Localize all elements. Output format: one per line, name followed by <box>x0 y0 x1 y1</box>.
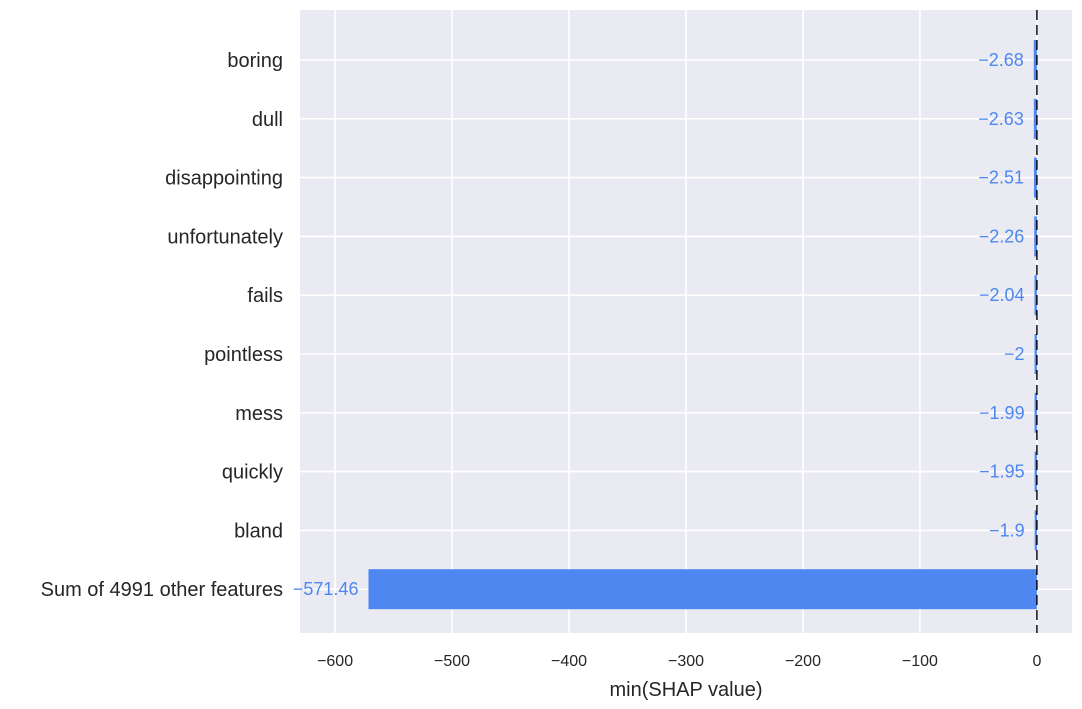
bar <box>1033 98 1037 139</box>
category-label: disappointing <box>165 168 283 190</box>
value-label: −2 <box>1004 344 1025 364</box>
x-axis-title: min(SHAP value) <box>609 679 762 701</box>
value-label: −1.99 <box>979 403 1025 423</box>
grid-lines <box>300 10 1072 633</box>
x-tick-label: −300 <box>668 653 704 670</box>
category-label: Sum of 4991 other features <box>41 579 283 601</box>
bar <box>368 569 1037 610</box>
bar <box>1033 157 1037 198</box>
category-label: quickly <box>222 462 283 484</box>
bar <box>1034 334 1037 374</box>
category-label: fails <box>247 285 283 307</box>
category-label: mess <box>235 403 283 425</box>
bar <box>1034 392 1037 433</box>
bars <box>368 40 1037 610</box>
value-label: −2.04 <box>979 285 1025 305</box>
x-tick-label: −200 <box>785 653 821 670</box>
value-label: −2.68 <box>978 50 1024 70</box>
value-labels: −2.68 −2.63 −2.51 −2.26 −2.04 −2 −1.99 −1.95 −1.… <box>293 50 1025 599</box>
bar <box>1034 216 1037 257</box>
x-tick-labels: −600 −500 −400 −300 −200 −100 0 <box>317 653 1041 670</box>
category-labels: boring dull disappointing unfortunately fail… <box>41 50 283 601</box>
category-label: unfortunately <box>167 226 283 248</box>
value-label: −1.9 <box>989 520 1025 540</box>
bar <box>1033 40 1037 80</box>
value-label: −2.63 <box>978 109 1024 129</box>
value-label: −2.51 <box>978 168 1024 188</box>
category-label: boring <box>227 50 283 72</box>
x-tick-label: −100 <box>902 653 938 670</box>
x-tick-label: −500 <box>434 653 470 670</box>
x-tick-label: −600 <box>317 653 353 670</box>
value-label: −2.26 <box>979 226 1025 246</box>
bar <box>1034 275 1037 316</box>
bar <box>1034 510 1037 551</box>
value-label: −571.46 <box>293 579 359 599</box>
x-tick-label: −400 <box>551 653 587 670</box>
category-label: bland <box>234 520 283 542</box>
x-tick-label: 0 <box>1032 653 1041 670</box>
value-label: −1.95 <box>979 462 1025 482</box>
bar <box>1034 451 1037 492</box>
category-label: pointless <box>204 344 283 366</box>
category-label: dull <box>252 109 283 131</box>
